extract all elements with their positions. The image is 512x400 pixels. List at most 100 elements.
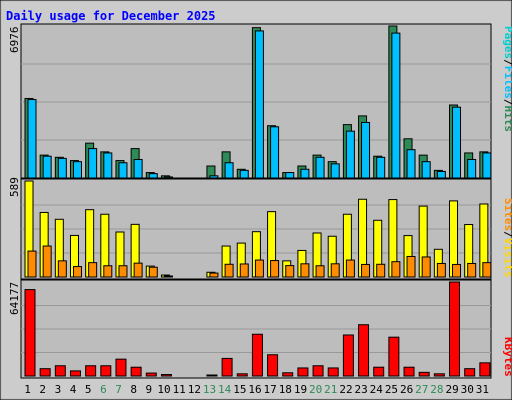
top-bar-files-14 (224, 162, 234, 179)
top-bar-files-17 (270, 126, 280, 179)
top-bar-files-15 (239, 169, 249, 179)
bottom-bar-kbytes-5 (85, 365, 97, 377)
panel-middle-bars (24, 180, 492, 278)
day-label-10: 10 (157, 383, 170, 396)
day-label-23: 23 (355, 383, 368, 396)
panel-middle-legend: Sites/Visits (502, 198, 512, 278)
middle-bar-sites-25 (391, 261, 401, 278)
bottom-bar-kbytes-27 (418, 371, 430, 377)
middle-bar-sites-18 (285, 265, 295, 278)
day-label-4: 4 (70, 383, 77, 396)
day-label-17: 17 (264, 383, 277, 396)
bottom-bar-kbytes-10 (160, 374, 172, 377)
legend-hits: Hits (502, 106, 512, 133)
top-bar-files-3 (57, 157, 67, 179)
panel-bottom-legend: KBytes (502, 337, 512, 377)
middle-bar-sites-4 (72, 266, 82, 278)
day-label-25: 25 (385, 383, 398, 396)
middle-bar-sites-24 (376, 263, 386, 278)
day-label-1: 1 (24, 383, 31, 396)
top-bar-files-24 (376, 156, 386, 179)
day-label-22: 22 (339, 383, 352, 396)
bottom-bar-kbytes-8 (130, 366, 142, 377)
top-bar-files-23 (361, 121, 371, 179)
bottom-bar-kbytes-26 (403, 366, 415, 377)
legend-sep-2: / (502, 99, 512, 106)
bottom-bar-kbytes-9 (145, 372, 157, 377)
middle-bar-sites-22 (345, 259, 355, 278)
top-bar-files-16 (254, 30, 264, 179)
top-bar-files-5 (88, 148, 98, 179)
bottom-bar-kbytes-23 (358, 324, 370, 377)
day-label-20: 20 (309, 383, 322, 396)
day-label-27: 27 (415, 383, 428, 396)
day-label-16: 16 (248, 383, 261, 396)
day-label-7: 7 (115, 383, 122, 396)
day-label-13: 13 (203, 383, 216, 396)
day-label-3: 3 (55, 383, 62, 396)
day-label-18: 18 (279, 383, 292, 396)
legend-sites: Sites (502, 198, 512, 231)
middle-bar-sites-17 (270, 260, 280, 278)
day-label-6: 6 (100, 383, 107, 396)
middle-bar-sites-26 (406, 255, 416, 278)
top-bar-files-13 (209, 175, 219, 179)
bottom-bar-kbytes-6 (100, 365, 112, 377)
bottom-bar-kbytes-15 (236, 373, 248, 377)
legend-visits: Visits (502, 238, 512, 278)
day-label-30: 30 (461, 383, 474, 396)
legend-pages: Pages (502, 26, 512, 59)
bottom-bar-kbytes-18 (282, 372, 294, 377)
day-label-24: 24 (370, 383, 384, 396)
panel-bottom-bars (24, 281, 491, 377)
x-axis-day-labels: 1 2 3 4 5 6 7 8 9 10 11 12 13 14 15 16 17 18 19 20 21 22 23 24 2… (24, 383, 489, 396)
bottom-bar-kbytes-17 (267, 354, 279, 377)
middle-bar-sites-27 (421, 256, 431, 278)
top-bar-files-6 (103, 152, 113, 179)
legend-sep-1: / (502, 59, 512, 66)
bottom-bar-kbytes-2 (39, 368, 51, 377)
top-bar-files-21 (330, 163, 340, 179)
bottom-bar-kbytes-1 (24, 289, 36, 377)
middle-bar-sites-30 (467, 262, 477, 278)
legend-files: Files (502, 66, 512, 99)
bottom-bar-kbytes-16 (251, 333, 263, 377)
middle-bar-sites-31 (482, 262, 492, 278)
panel-top-bars (24, 25, 492, 179)
bottom-bar-kbytes-31 (479, 362, 491, 377)
bottom-bar-kbytes-20 (312, 365, 324, 377)
panel-bottom-ymax-label: 64177 (8, 282, 21, 315)
top-bar-files-30 (467, 158, 477, 179)
day-label-31: 31 (476, 383, 489, 396)
top-bar-files-7 (118, 162, 128, 179)
middle-bar-sites-3 (57, 260, 67, 278)
bottom-bar-kbytes-24 (373, 366, 385, 377)
bottom-bar-kbytes-7 (115, 358, 127, 377)
bottom-bar-kbytes-25 (388, 336, 400, 377)
bottom-bar-kbytes-14 (221, 357, 233, 377)
middle-bar-sites-23 (361, 263, 371, 278)
day-label-5: 5 (85, 383, 92, 396)
middle-bar-sites-16 (254, 259, 264, 278)
bottom-bar-kbytes-30 (464, 368, 476, 377)
bottom-bar-kbytes-21 (327, 367, 339, 377)
top-bar-files-31 (482, 152, 492, 179)
legend-kbytes: KBytes (502, 337, 512, 377)
middle-bar-sites-28 (436, 262, 446, 278)
top-bar-files-4 (72, 161, 82, 179)
middle-bar-sites-6 (103, 265, 113, 278)
day-label-9: 9 (146, 383, 153, 396)
middle-bar-sites-13 (209, 272, 219, 278)
middle-bar-sites-21 (330, 263, 340, 278)
day-label-29: 29 (445, 383, 458, 396)
top-bar-files-28 (436, 170, 446, 179)
middle-bar-sites-8 (133, 262, 143, 278)
middle-bar-sites-1 (27, 250, 37, 278)
top-bar-files-9 (148, 173, 158, 179)
panel-top-legend: Pages/Files/Hits (502, 26, 512, 132)
legend-sep-3: / (502, 231, 512, 238)
bottom-bar-kbytes-13 (206, 374, 218, 377)
top-bar-files-26 (406, 149, 416, 179)
top-bar-files-8 (133, 158, 143, 179)
